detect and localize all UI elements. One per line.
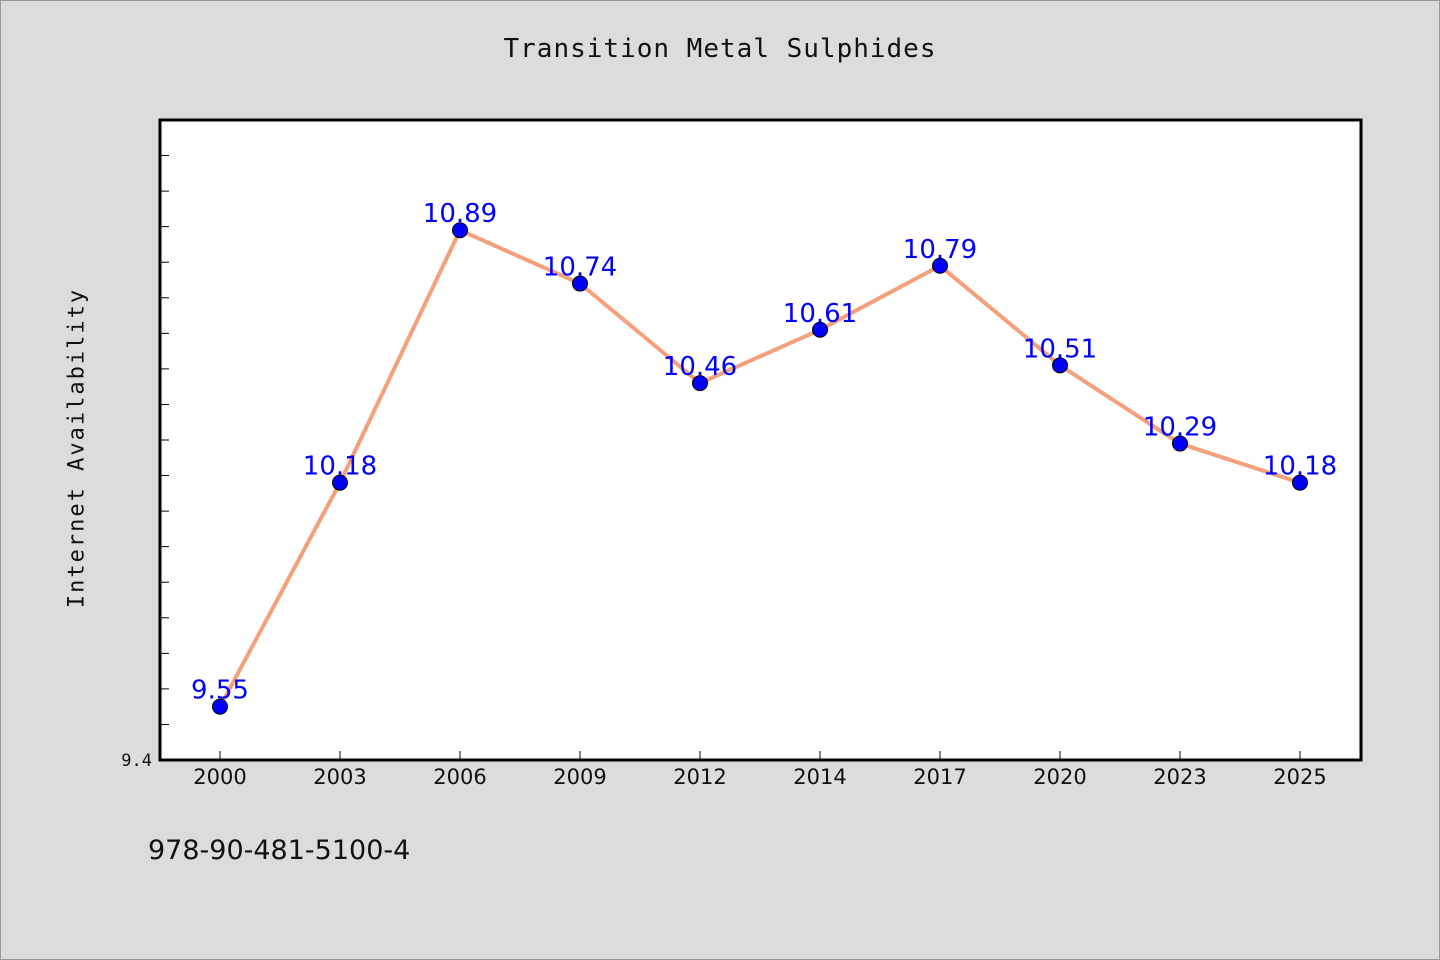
data-label: 10.61 <box>783 299 857 329</box>
data-point <box>932 257 948 274</box>
data-label: 10.18 <box>303 452 377 482</box>
data-label: 10.51 <box>1023 334 1097 364</box>
x-tick-label: 2020 <box>1033 765 1086 789</box>
x-axis-ticks: 2000 2003 2006 2009 2012 2014 2017 2020 2023 2025 <box>193 751 1327 789</box>
x-tick-label: 2009 <box>553 765 606 789</box>
isbn-text: 978-90-481-5100-4 <box>148 835 411 866</box>
x-tick-label: 2023 <box>1153 765 1206 789</box>
data-point <box>812 321 828 338</box>
data-label: 10.29 <box>1143 413 1217 443</box>
data-point <box>1052 357 1068 374</box>
data-point <box>1172 435 1188 452</box>
data-label: 10.18 <box>1263 452 1337 482</box>
data-label: 10.74 <box>543 253 617 283</box>
data-label: 10.46 <box>663 352 737 382</box>
data-point <box>332 474 348 491</box>
x-tick-label: 2014 <box>793 765 846 789</box>
x-tick-label: 2006 <box>433 765 486 789</box>
series-line <box>218 228 1301 708</box>
x-tick-label: 2025 <box>1273 765 1326 789</box>
x-tick-label: 2000 <box>193 765 246 789</box>
data-point <box>572 275 588 292</box>
x-tick-label: 2012 <box>673 765 726 789</box>
data-labels: 9.55 10.18 10.89 10.74 10.46 10.61 10.79 10.51 1… <box>191 199 1337 705</box>
x-tick-label: 2017 <box>913 765 966 789</box>
data-point <box>212 698 228 715</box>
data-label: 10.79 <box>903 235 977 265</box>
data-point <box>1292 474 1308 491</box>
data-point <box>452 222 468 239</box>
y-axis-ticks: 9.4 <box>121 119 169 771</box>
data-point <box>692 375 708 392</box>
series-points <box>212 222 1308 715</box>
data-label: 9.55 <box>191 676 249 706</box>
chart-title: Transition Metal Sulphides <box>503 34 937 64</box>
data-label: 10.89 <box>423 199 497 229</box>
series-lines <box>218 228 1301 708</box>
y-tick-label: 9.4 <box>121 751 152 771</box>
x-tick-label: 2003 <box>313 765 366 789</box>
